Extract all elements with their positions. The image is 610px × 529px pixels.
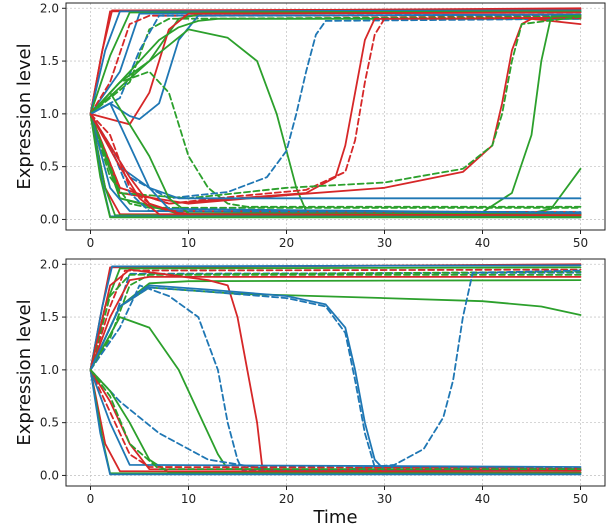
bottom-series-line-8: [89, 286, 582, 371]
top-x-tick-label: 0: [87, 236, 95, 250]
top-series-line-18: [89, 15, 582, 200]
bottom-y-tick-label: 2.0: [40, 257, 59, 271]
bottom-panel: 0 10 20 30 40 50 0.0 0.5 1.0 1.5 2.0 Expression lev…: [14, 257, 606, 528]
top-series-line-25: [89, 113, 582, 218]
bottom-x-tick-label: 30: [377, 492, 392, 506]
top-series-line-22: [89, 113, 582, 209]
bottom-plot-frame: [65, 258, 606, 487]
top-series-line-9: [89, 11, 582, 126]
top-x-tick-label: 20: [279, 236, 294, 250]
top-x-tick-label: 10: [181, 236, 196, 250]
top-series-line-2: [89, 9, 582, 115]
top-y-tick-label: 0.5: [40, 160, 59, 174]
top-panel: 0 10 20 30 40 50 0.0 0.5 1.0 1.5 2.0 Expression lev…: [14, 1, 606, 250]
bottom-series-line-15: [89, 269, 582, 472]
bottom-series-line-17: [89, 369, 582, 469]
bottom-series-line-16: [89, 369, 582, 474]
bottom-series-line-13: [89, 284, 582, 472]
bottom-series-line-6: [89, 276, 582, 371]
bottom-series-line-22: [89, 369, 582, 472]
bottom-series-line-9: [89, 270, 582, 371]
top-y-tick-label: 0.0: [40, 212, 59, 226]
bottom-series-line-12: [89, 316, 582, 472]
bottom-x-tick-label: 0: [87, 492, 95, 506]
top-plot-frame: [65, 2, 606, 231]
top-series-line-14: [89, 17, 582, 200]
bottom-x-tick-label: 40: [475, 492, 490, 506]
bottom-x-tick-label: 10: [181, 492, 196, 506]
bottom-x-tick-label: 20: [279, 492, 294, 506]
top-x-tick-label: 50: [573, 236, 588, 250]
top-series-line-13: [89, 28, 582, 216]
bottom-series-line-23: [89, 369, 582, 470]
top-series-line-33: [89, 113, 582, 217]
bottom-series-line-20: [89, 369, 582, 475]
bottom-x-axis-label: Time: [312, 507, 357, 528]
top-y-tick-label: 2.0: [40, 1, 59, 15]
top-series-line-3: [89, 10, 582, 115]
top-series-line-11: [89, 17, 582, 115]
top-series-line-10: [89, 13, 582, 120]
top-series-line-29: [89, 113, 582, 213]
top-series-line-27: [89, 113, 582, 219]
bottom-series-line-1: [89, 264, 582, 371]
bottom-series-line-11: [89, 284, 582, 472]
top-y-axis-label: Expression level: [14, 43, 35, 189]
top-series-line-31: [89, 91, 582, 216]
bottom-series-line-14: [89, 286, 582, 470]
top-series-line-7: [89, 13, 582, 115]
top-series-line-6: [89, 15, 582, 115]
bottom-y-tick-label: 1.0: [40, 363, 59, 377]
top-x-tick-label: 30: [377, 236, 392, 250]
top-series-line-4: [89, 11, 582, 115]
bottom-y-tick-label: 1.5: [40, 310, 59, 324]
bottom-y-tick-label: 0.5: [40, 416, 59, 430]
bottom-series-line-21: [89, 369, 582, 476]
top-series-line-28: [89, 113, 582, 213]
bottom-series-line-18: [89, 369, 582, 468]
top-series-line-8: [89, 10, 582, 115]
bottom-series-line-5: [89, 273, 582, 371]
top-series-line-32: [89, 102, 582, 214]
bottom-y-tick-label: 0.0: [40, 468, 59, 482]
top-series-line-20: [89, 113, 582, 218]
bottom-series-line-19: [89, 369, 582, 474]
top-y-tick-label: 1.5: [40, 54, 59, 68]
top-y-tick-label: 1.0: [40, 107, 59, 121]
top-series-line-5: [89, 14, 582, 115]
top-series-line-1: [89, 8, 582, 115]
top-x-tick-label: 40: [475, 236, 490, 250]
bottom-y-axis-label: Expression level: [14, 299, 35, 445]
bottom-x-tick-label: 50: [573, 492, 588, 506]
